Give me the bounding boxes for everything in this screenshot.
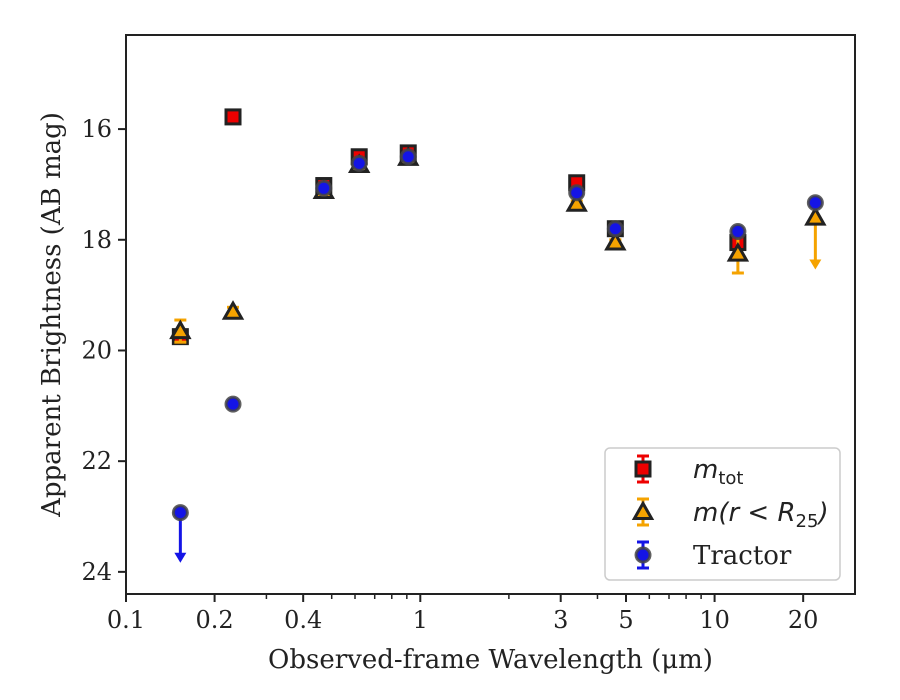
y-tick-label: 16 <box>81 115 112 143</box>
legend-marker <box>634 546 652 564</box>
legend-label: mtot <box>693 455 743 489</box>
series-3 <box>171 148 824 563</box>
data-point <box>224 108 242 126</box>
data-point <box>169 319 192 340</box>
data-point <box>568 184 586 202</box>
y-tick-label: 18 <box>81 226 112 254</box>
legend: mtot m(r < R25) Tractor <box>604 447 841 581</box>
x-axis-ticks: 0.1 0.2 0.4 1 3 5 10 20 <box>107 594 819 634</box>
data-point <box>606 220 624 238</box>
plot-frame <box>125 34 856 595</box>
x-tick-label: 1 <box>413 606 428 634</box>
legend-label: m(r < R25) <box>693 498 829 532</box>
legend-label: Tractor <box>693 541 792 571</box>
upper-limit-arrow-head <box>809 259 822 270</box>
x-tick-label: 3 <box>553 606 568 634</box>
x-axis-title: Observed-frame Wavelength (μm) <box>268 645 713 675</box>
x-tick-label: 20 <box>788 606 819 634</box>
x-tick-label: 0.1 <box>107 606 145 634</box>
data-point <box>565 192 588 212</box>
plot-marks <box>169 108 827 563</box>
legend-marker <box>634 460 652 478</box>
series-1 <box>171 108 747 346</box>
series-2 <box>169 146 827 344</box>
data-point <box>171 504 189 522</box>
data-point <box>729 222 747 240</box>
y-tick-label: 22 <box>81 447 112 475</box>
data-point <box>224 395 242 413</box>
y-tick-label: 20 <box>81 336 112 364</box>
data-point <box>350 154 368 172</box>
x-tick-label: 0.4 <box>284 606 322 634</box>
data-point <box>806 194 824 212</box>
legend-box <box>604 447 841 581</box>
data-point <box>726 241 750 262</box>
data-point <box>604 230 627 251</box>
data-point <box>315 179 333 197</box>
legend-marker <box>631 500 655 520</box>
upper-limit-arrow-head <box>174 552 187 563</box>
data-point <box>399 148 417 166</box>
x-tick-label: 10 <box>699 606 730 634</box>
x-tick-label: 0.2 <box>196 606 234 634</box>
y-axis-ticks: 16 18 20 22 24 <box>81 115 126 586</box>
y-tick-label: 24 <box>81 558 112 586</box>
data-point <box>804 205 827 226</box>
data-point <box>221 300 245 320</box>
y-axis-title: Apparent Brightness (AB mag) <box>37 112 67 518</box>
x-tick-label: 5 <box>618 606 633 634</box>
